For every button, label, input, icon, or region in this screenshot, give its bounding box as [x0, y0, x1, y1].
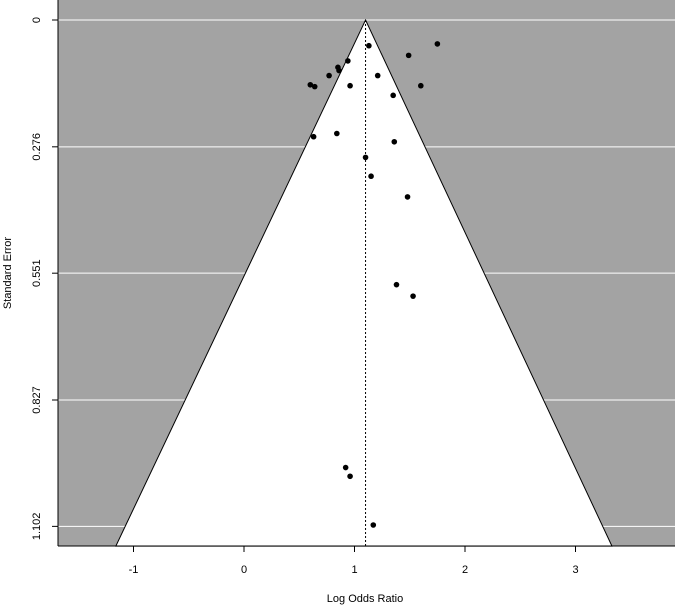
data-point-20 — [393, 281, 400, 288]
x-tick-label: 2 — [462, 564, 468, 576]
data-point-14 — [334, 130, 340, 137]
data-point-23 — [347, 473, 353, 480]
data-point-12 — [418, 82, 424, 89]
data-point-1 — [366, 42, 372, 49]
data-point-3 — [405, 52, 412, 59]
data-point-9 — [307, 81, 314, 88]
y-tick-label: 1.102 — [31, 513, 43, 541]
data-point-18 — [368, 173, 374, 180]
data-point-10 — [311, 83, 318, 90]
data-point-16 — [391, 138, 398, 145]
x-tick-label: 0 — [241, 564, 247, 576]
x-tick-label: 3 — [572, 564, 578, 576]
data-point-6 — [336, 67, 342, 74]
data-point-4 — [345, 58, 351, 64]
data-point-11 — [347, 82, 353, 89]
data-point-17 — [362, 154, 369, 161]
y-tick-label: 0.276 — [31, 133, 43, 161]
data-point-15 — [310, 133, 317, 140]
y-tick-label: 0 — [31, 17, 43, 23]
data-point-8 — [374, 72, 381, 79]
x-axis-ticks: -1 0 1 2 3 — [129, 546, 579, 576]
x-axis-title: Log Odds Ratio — [327, 593, 403, 605]
y-tick-label: 0.551 — [31, 259, 43, 287]
y-tick-label: 0.827 — [31, 386, 43, 414]
data-point-24 — [370, 522, 377, 528]
data-point-7 — [326, 72, 332, 79]
x-tick-label: -1 — [129, 564, 139, 576]
data-points — [307, 41, 441, 528]
data-point-2 — [434, 41, 441, 47]
data-point-22 — [342, 464, 349, 471]
y-axis-title: Standard Error — [2, 237, 14, 309]
data-point-19 — [404, 194, 411, 200]
x-tick-label: 1 — [351, 564, 357, 576]
data-point-21 — [410, 293, 416, 299]
y-axis-ticks: 0 0.276 0.551 0.827 1.102 — [31, 17, 58, 540]
data-point-13 — [390, 92, 396, 99]
